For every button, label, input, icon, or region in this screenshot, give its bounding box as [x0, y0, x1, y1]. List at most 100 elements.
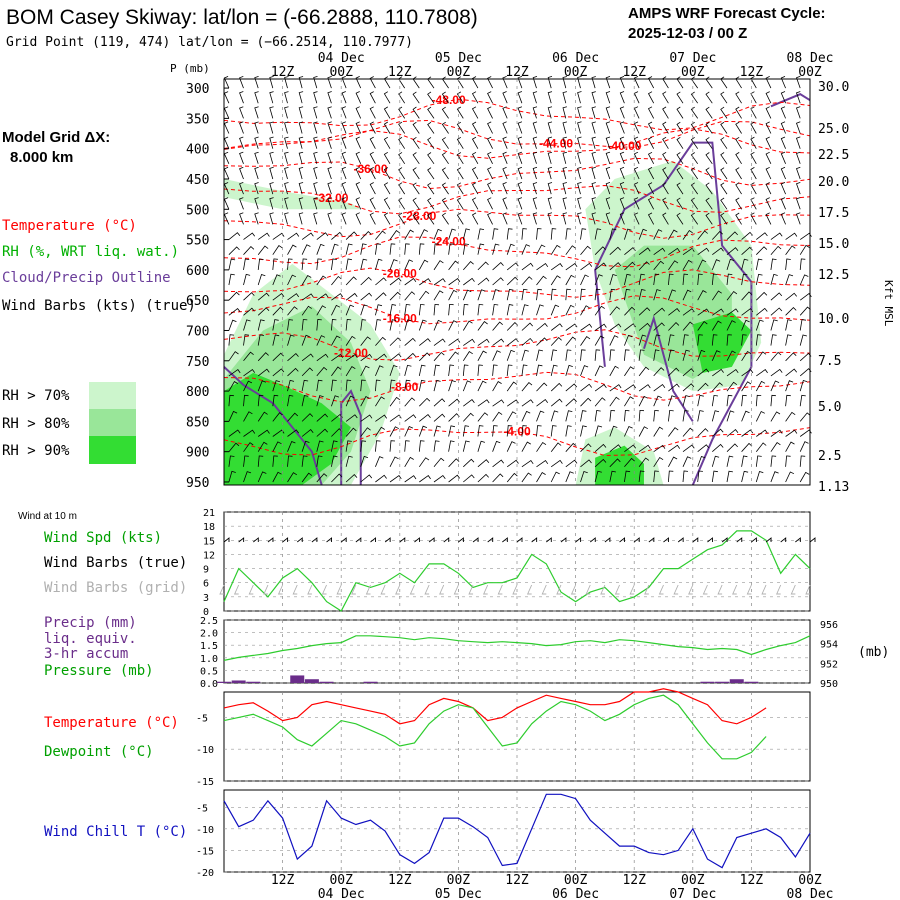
surface-wind-barb-true — [282, 537, 289, 543]
wind-barb — [785, 274, 794, 286]
wind-barb — [676, 182, 684, 195]
wind-barb — [345, 353, 358, 362]
wind-barb — [726, 273, 733, 286]
pressure-tick-label: 700 — [186, 324, 209, 339]
wind-barb — [383, 91, 391, 104]
wind-barb — [316, 232, 329, 240]
wind-barb — [360, 243, 367, 255]
wind-barb — [591, 91, 596, 104]
wind-barb — [287, 394, 294, 407]
temperature-contour-label: -12.00 — [334, 346, 368, 360]
wind-barb — [591, 121, 596, 134]
wind-barb — [605, 106, 611, 119]
wind-barb — [741, 308, 754, 316]
wind-barb — [741, 291, 753, 301]
precip-pressure-panel: Precip (mm)liq. equiv.3-hr accumPressure… — [44, 615, 889, 690]
surface-wind-barb-grid — [497, 584, 503, 595]
wind-barb — [502, 182, 508, 195]
wind-barb — [682, 427, 694, 437]
wind-barb — [404, 319, 412, 331]
wind-barb — [668, 273, 674, 286]
wind-barb — [705, 121, 713, 134]
wind-barb — [770, 273, 778, 286]
surface-wind-barb-grid — [424, 584, 430, 595]
wind-barb — [624, 349, 630, 361]
wind-barb — [668, 470, 674, 483]
wind-barb — [369, 197, 376, 210]
wind-barb — [477, 228, 485, 240]
wind-barb — [785, 232, 798, 240]
precip-tick-label: 1.5 — [200, 641, 218, 652]
wind-barb — [726, 334, 732, 346]
wind-barb — [591, 212, 596, 225]
wind-barb — [735, 167, 742, 180]
dewpoint-line — [223, 694, 767, 760]
wind-barb — [228, 258, 236, 270]
wind-barb — [521, 244, 531, 255]
wind-barb — [360, 365, 370, 377]
wind-barb — [756, 291, 768, 301]
wind-barb — [301, 334, 310, 346]
wind-barb — [577, 136, 582, 149]
wind-barb — [375, 440, 381, 452]
wind-barb — [697, 470, 703, 483]
wind-barb — [355, 106, 362, 119]
wind-barb — [404, 379, 411, 392]
wind-barb — [653, 470, 659, 483]
wind-barb — [785, 307, 797, 316]
wind-barb — [536, 398, 549, 407]
surface-wind-barb-grid — [541, 584, 547, 595]
wind-barb — [404, 397, 416, 407]
wind-barb — [418, 364, 426, 376]
wind-barb — [477, 364, 483, 376]
wind-barb — [287, 334, 295, 346]
wind-barb — [341, 212, 347, 225]
wind-barb — [755, 351, 767, 362]
bottom-day-label: 08 Dec — [787, 887, 834, 900]
top-hour-label: 00Z — [447, 65, 471, 80]
wind-barb — [550, 382, 563, 392]
wind-barb — [427, 167, 435, 180]
wind-barb — [521, 425, 527, 437]
wind-barb — [550, 349, 558, 361]
temperature-contour — [223, 427, 811, 457]
wind-barb — [355, 182, 362, 195]
wind-barb — [697, 349, 706, 361]
wind-barb — [487, 121, 493, 134]
wind-barb — [418, 457, 430, 468]
surface-wind-barb-true — [721, 537, 728, 543]
wind-barb — [697, 410, 704, 422]
wind-barb — [705, 137, 713, 149]
wind-barb — [462, 303, 469, 316]
wind-barb — [780, 76, 786, 89]
wind-barb — [419, 414, 431, 422]
wind-barb — [726, 308, 739, 316]
wind-barb — [521, 276, 533, 286]
wind-barb — [462, 364, 469, 376]
wind-barb — [471, 106, 479, 119]
wind-barb — [287, 306, 298, 316]
wind-barb — [448, 351, 459, 362]
wind-barb — [313, 212, 318, 225]
wind-barb — [487, 197, 493, 210]
wind-barb — [690, 212, 699, 225]
wind-barb — [360, 304, 369, 316]
wind-barb — [345, 276, 357, 286]
wind-barb — [668, 334, 675, 346]
wind-barb — [726, 290, 738, 301]
bottom-hour-label: 12Z — [388, 873, 412, 888]
wind-barb — [521, 288, 528, 301]
wind-barb — [418, 243, 425, 255]
wind-barb — [272, 258, 278, 270]
wind-barb — [785, 471, 795, 483]
wind-barb — [785, 455, 791, 467]
wind-barb — [284, 151, 289, 164]
wind-barb — [697, 382, 709, 392]
wind-barb — [591, 166, 596, 180]
wind-barb — [638, 457, 650, 468]
wind-barb — [521, 410, 531, 422]
wind-barb — [492, 262, 504, 271]
wind-barb — [594, 410, 601, 422]
wind-barb — [580, 410, 587, 422]
height-tick-label: 1.13 — [818, 480, 849, 495]
